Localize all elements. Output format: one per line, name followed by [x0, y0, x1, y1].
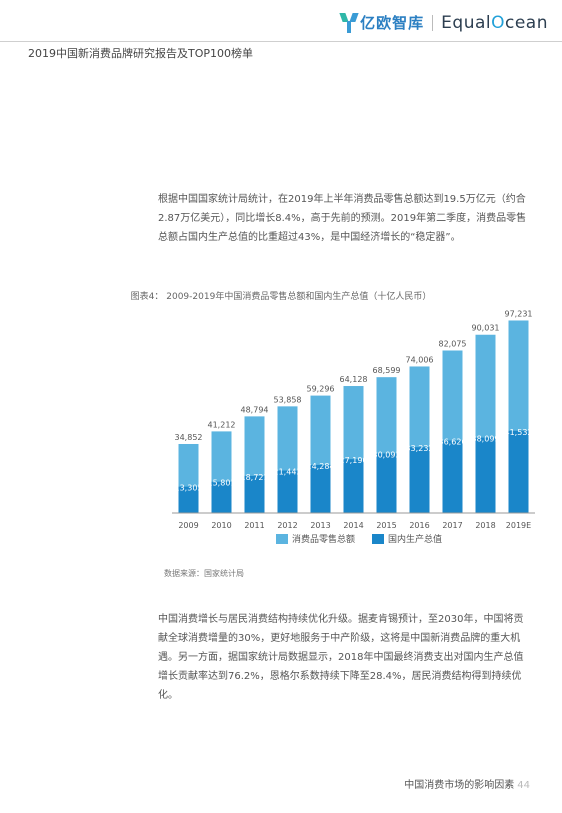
bar-gdp	[178, 486, 199, 513]
footer-section-title: 中国消费市场的影响因素	[404, 780, 515, 791]
value-label-total: 41,212	[208, 420, 236, 429]
value-label-inner: 38,099	[472, 435, 500, 444]
value-label-inner: 24,284	[307, 462, 335, 471]
value-label-inner: 30,093	[373, 450, 401, 459]
value-label-inner: 27,190	[340, 456, 368, 465]
logo-mark-icon	[339, 12, 359, 33]
value-label-total: 53,858	[274, 395, 302, 404]
x-tick-label: 2013	[310, 521, 330, 530]
bar-chart: 34,852 13,305 2009 41,212 15,801 2010 48,794 18…	[172, 309, 535, 545]
value-label-inner: 41,532	[505, 428, 533, 437]
bar-gdp	[310, 464, 331, 513]
brand-logo: 亿欧智库 EqualOcean	[339, 12, 548, 33]
value-label-inner: 33,232	[406, 444, 434, 453]
brand-name-en: EqualOcean	[441, 12, 548, 33]
header-divider	[0, 41, 562, 42]
x-tick-label: 2017	[442, 521, 462, 530]
legend-label-gdp: 国内生产总值	[388, 533, 442, 545]
value-label-total: 59,296	[307, 385, 335, 394]
brand-name-cn: 亿欧智库	[360, 14, 425, 32]
x-tick-label: 2010	[211, 521, 231, 530]
x-tick-label: 2015	[376, 521, 396, 530]
x-tick-label: 2011	[244, 521, 264, 530]
value-label-total: 48,794	[241, 405, 269, 414]
legend-label-retail: 消费品零售总额	[292, 533, 355, 545]
bar-gdp	[244, 475, 265, 513]
legend-swatch-gdp	[372, 534, 384, 544]
value-label-total: 64,128	[340, 375, 368, 384]
bar-gdp	[409, 447, 430, 513]
bar-gdp	[343, 459, 364, 513]
value-label-total: 34,852	[175, 433, 203, 442]
x-tick-label: 2016	[409, 521, 429, 530]
value-label-inner: 15,801	[208, 479, 236, 488]
report-title: 2019中国新消费品牌研究报告及TOP100榜单	[28, 47, 253, 60]
bar-gdp	[211, 481, 232, 513]
value-label-inner: 13,305	[175, 484, 203, 493]
value-label-inner: 21,443	[274, 468, 302, 477]
logo-divider	[432, 14, 434, 31]
analysis-paragraph: 中国消费增长与居民消费结构持续优化升级。据麦肯锡预计，至2030年，中国将贡献全…	[158, 614, 524, 701]
value-label-total: 97,231	[505, 309, 533, 318]
bar-gdp	[475, 437, 496, 513]
x-tick-label: 2018	[475, 521, 495, 530]
data-source: 数据来源：国家统计局	[164, 569, 244, 578]
chart-title: 图表4： 2009-2019年中国消费品零售总额和国内生产总值（十亿人民币）	[130, 292, 432, 302]
value-label-inner: 36,626	[439, 437, 467, 446]
bar-gdp	[277, 470, 298, 513]
value-label-total: 68,599	[373, 366, 401, 375]
value-label-total: 82,075	[439, 339, 467, 348]
x-tick-label: 2012	[277, 521, 297, 530]
x-tick-label: 2014	[343, 521, 363, 530]
x-tick-label: 2009	[178, 521, 198, 530]
bar-gdp	[508, 430, 529, 513]
x-tick-label: 2019E	[506, 521, 531, 530]
legend-swatch-retail	[276, 534, 288, 544]
value-label-total: 74,006	[406, 355, 434, 364]
page-footer: 中国消费市场的影响因素 44	[404, 776, 530, 791]
page-number: 44	[517, 780, 530, 791]
intro-paragraph: 根据中国国家统计局统计，在2019年上半年消费品零售总额达到19.5万亿元（约合…	[158, 194, 527, 243]
bar-gdp	[376, 453, 397, 513]
value-label-total: 90,031	[472, 324, 500, 333]
bar-gdp	[442, 440, 463, 513]
value-label-inner: 18,721	[241, 473, 269, 482]
